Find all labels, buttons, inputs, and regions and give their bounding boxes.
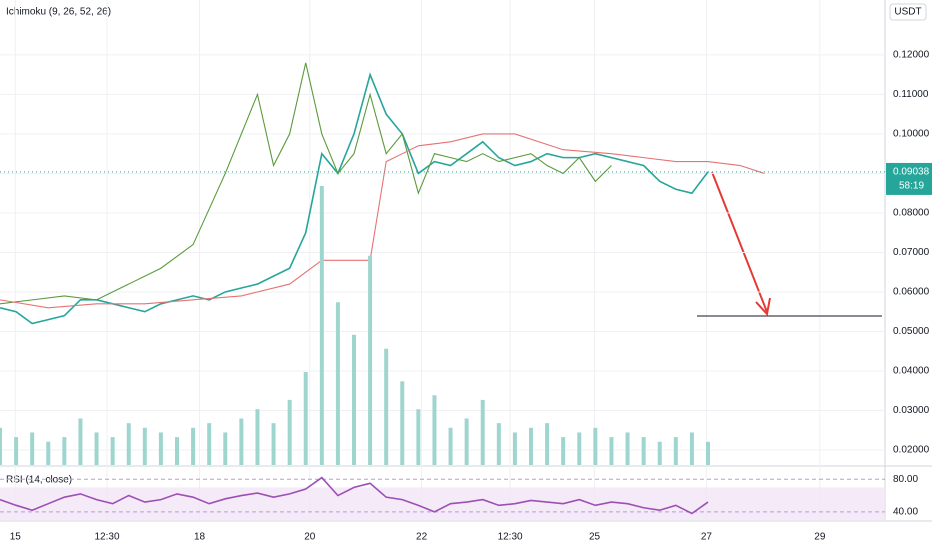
volume-bar xyxy=(14,437,19,465)
volume-bar xyxy=(689,432,694,465)
y-tick-label: 0.06000 xyxy=(893,287,930,298)
arrow xyxy=(711,171,768,313)
volume-bar xyxy=(319,186,324,465)
series-line xyxy=(0,62,612,305)
volume-bar xyxy=(0,427,2,465)
volume-bar xyxy=(191,427,196,465)
x-tick-label: 25 xyxy=(589,532,601,543)
volume-bar xyxy=(673,437,678,465)
volume-bar xyxy=(368,255,373,465)
unit-label: USDT xyxy=(894,7,921,18)
series-line xyxy=(0,133,765,309)
rsi-title: RSI (14, close) xyxy=(6,475,72,486)
y-tick-label: 0.07000 xyxy=(893,247,930,258)
volume-bar xyxy=(158,432,163,465)
last-price-label: 0.09038 xyxy=(893,167,930,178)
y-tick-label: 40.00 xyxy=(893,506,918,517)
x-tick-label: 12:30 xyxy=(94,532,119,543)
volume-bar xyxy=(657,441,662,465)
volume-bar xyxy=(352,334,356,465)
volume-bar xyxy=(609,437,614,465)
volume-bar xyxy=(223,432,228,465)
volume-bar xyxy=(94,432,99,465)
y-tick-label: 0.12000 xyxy=(893,50,930,61)
x-tick-label: 15 xyxy=(10,532,22,543)
series-line xyxy=(0,476,709,515)
volume-bar xyxy=(529,427,533,465)
volume-bar xyxy=(561,437,566,465)
volume-bar xyxy=(416,409,421,465)
y-tick-label: 0.05000 xyxy=(893,326,930,337)
x-tick-label: 22 xyxy=(416,532,428,543)
y-tick-label: 0.04000 xyxy=(893,366,930,377)
x-tick-label: 20 xyxy=(304,532,316,543)
volume-bar xyxy=(335,302,340,465)
volume-bar xyxy=(448,427,453,465)
y-tick-label: 0.11000 xyxy=(893,89,929,100)
arrow-head xyxy=(755,297,771,317)
volume-bar xyxy=(384,348,389,465)
x-tick-label: 29 xyxy=(814,532,826,543)
volume-bar xyxy=(641,437,646,465)
volume-bar xyxy=(78,418,83,465)
volume-bar xyxy=(46,441,51,465)
y-tick-label: 0.08000 xyxy=(893,208,930,219)
volume-bar xyxy=(287,399,292,465)
volume-bar xyxy=(255,409,260,465)
volume-bar xyxy=(464,418,469,465)
volume-bar xyxy=(577,432,582,465)
y-tick-label: 0.02000 xyxy=(893,445,930,456)
volume-bar xyxy=(239,418,244,465)
volume-bar xyxy=(303,372,308,465)
unit-box xyxy=(889,3,927,21)
countdown-label: 58:19 xyxy=(899,181,924,192)
volume-bar xyxy=(706,441,710,465)
y-tick-label: 80.00 xyxy=(893,474,918,485)
x-tick-label: 18 xyxy=(194,532,206,543)
volume-bar xyxy=(545,423,550,465)
volume-bar xyxy=(207,423,212,465)
volume-bar xyxy=(175,437,179,465)
indicator-title: Ichimoku (9, 26, 52, 26) xyxy=(6,7,111,18)
volume-bar xyxy=(30,432,35,465)
volume-bar xyxy=(625,432,630,465)
series-line xyxy=(0,72,709,325)
price-box xyxy=(886,162,932,195)
y-tick-label: 0.10000 xyxy=(893,129,930,140)
volume-bar xyxy=(432,395,437,465)
volume-bar xyxy=(142,427,147,465)
y-tick-label: 0.03000 xyxy=(893,405,930,416)
volume-bar xyxy=(480,399,485,465)
volume-bar xyxy=(110,437,115,465)
x-tick-label: 27 xyxy=(701,532,713,543)
rsi-band xyxy=(0,487,885,520)
x-tick-label: 12:30 xyxy=(498,532,523,543)
volume-bar xyxy=(400,381,405,465)
volume-bar xyxy=(271,423,276,465)
volume-bar xyxy=(496,423,501,465)
volume-bar xyxy=(512,432,517,465)
volume-bar xyxy=(126,423,131,465)
volume-bar xyxy=(593,427,598,465)
volume-bar xyxy=(62,437,67,465)
